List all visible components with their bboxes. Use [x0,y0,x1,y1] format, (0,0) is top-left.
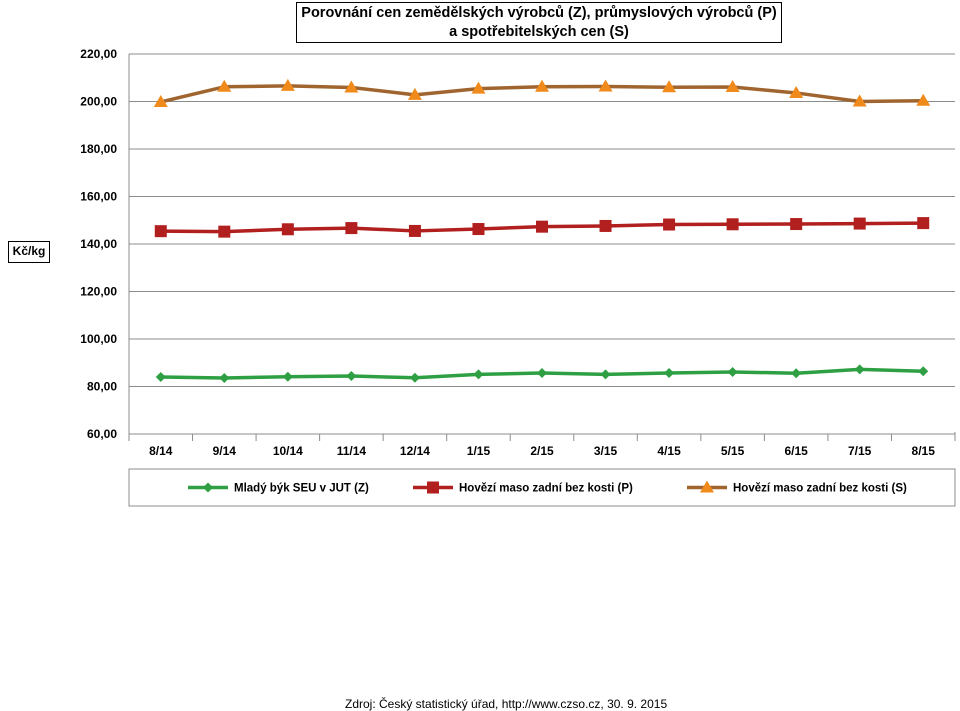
data-point-series-2 [853,217,866,230]
source-note: Zdroj: Český statistický úřad, http://ww… [345,697,668,711]
data-point-series-2 [536,220,548,233]
y-tick-label: 120,00 [80,285,117,299]
chart-title-line-2: a spotřebitelských cen (S) [449,24,629,40]
data-point-series-3 [280,78,295,91]
y-tick-label: 180,00 [80,142,117,156]
data-point-series-2 [663,218,676,231]
legend-marker-2 [427,481,439,494]
legend-marker-1 [203,482,213,493]
data-point-series-1 [918,366,929,377]
data-point-series-1 [282,371,293,382]
data-point-series-2 [726,218,739,231]
data-point-series-2 [281,223,294,236]
data-point-series-1 [664,367,675,378]
x-tick-label: 9/14 [213,444,237,458]
data-point-series-3 [407,87,422,100]
data-point-series-3 [598,79,613,92]
data-point-series-3 [153,94,168,107]
y-tick-label: 160,00 [80,190,117,204]
x-tick-label: 2/15 [530,444,554,458]
data-point-series-1 [346,371,357,382]
data-point-series-1 [727,367,738,378]
x-tick-label: 7/15 [848,444,872,458]
data-point-series-3 [471,81,486,94]
data-point-series-1 [473,369,484,380]
x-tick-label: 5/15 [721,444,745,458]
data-point-series-1 [409,372,420,383]
legend-label-3: Hovězí maso zadní bez kosti (S) [733,483,907,495]
data-point-series-1 [791,368,802,379]
data-point-series-2 [345,222,358,235]
x-tick-label: 12/14 [400,444,430,458]
data-point-series-1 [537,367,547,378]
y-tick-label: 140,00 [80,237,117,251]
x-tick-label: 10/14 [273,444,303,458]
legend-label-2: Hovězí maso zadní bez kosti (P) [459,483,633,495]
data-point-series-2 [154,225,167,238]
chart-title-box: Porovnání cen zemědělských výrobců (Z), … [296,2,782,43]
x-tick-label: 8/14 [149,444,173,458]
chart-title-line-1: Porovnání cen zemědělských výrobců (Z), … [301,5,777,21]
y-tick-label: 60,00 [87,427,117,441]
data-point-series-3 [535,79,549,92]
data-point-series-3 [789,85,804,98]
legend-label-1: Mladý býk SEU v JUT (Z) [234,483,369,495]
data-point-series-2 [472,223,485,236]
data-point-series-3 [662,80,677,93]
x-tick-label: 6/15 [784,444,808,458]
y-tick-label: 200,00 [80,95,117,109]
x-tick-label: 11/14 [337,444,367,458]
legend-marker-3 [700,480,714,493]
x-tick-label: 3/15 [594,444,618,458]
data-point-series-3 [852,94,867,107]
data-point-series-2 [790,218,803,231]
data-point-series-3 [725,80,740,93]
x-tick-label: 8/15 [912,444,936,458]
legend-box [128,468,956,507]
data-point-series-3 [344,80,359,93]
data-point-series-2 [599,219,612,232]
line-chart: 60,00 80,00 100,00 120,00 140,00 160,00 180,00… [80,47,956,507]
y-tick-label: 100,00 [80,332,117,346]
data-point-series-2 [408,224,421,237]
data-point-series-1 [219,372,230,383]
data-point-series-3 [217,79,232,92]
data-point-series-1 [854,364,865,375]
data-point-series-2 [218,225,231,238]
y-tick-label: 220,00 [80,47,117,61]
data-point-series-1 [600,369,611,380]
x-tick-label: 4/15 [657,444,681,458]
y-tick-label: 80,00 [87,380,117,394]
x-tick-label: 1/15 [467,444,491,458]
data-point-series-2 [917,217,930,230]
data-point-series-3 [916,93,931,106]
data-point-series-1 [155,372,166,382]
y-axis-unit-label: Kč/kg [8,241,50,263]
